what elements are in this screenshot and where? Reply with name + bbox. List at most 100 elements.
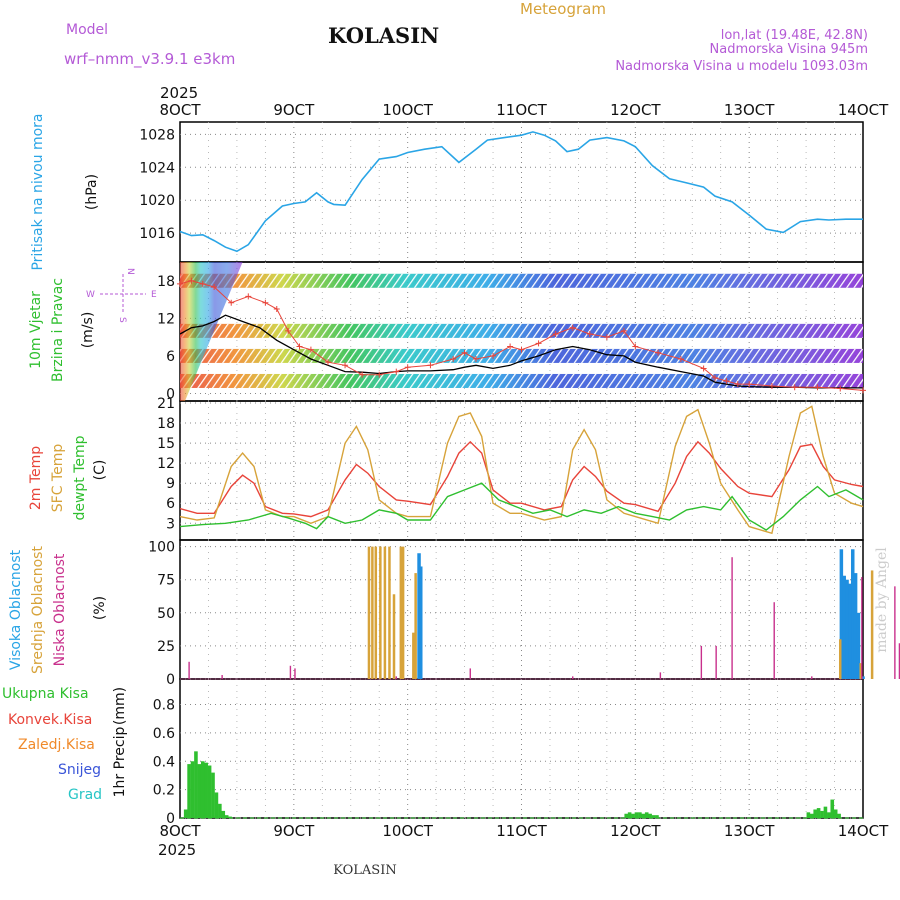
compass-n: N: [125, 268, 135, 275]
precip-bar: [823, 806, 828, 818]
high-cloud-bar: [853, 573, 858, 679]
y-tick-label: 1016: [139, 226, 175, 242]
mid-cloud-bar: [367, 546, 371, 679]
cloud-unit: (%): [92, 596, 108, 620]
precip-bar: [627, 812, 632, 818]
precip-bar: [624, 813, 629, 818]
low-cloud-bar: [731, 557, 733, 679]
wind-gust-marker: [677, 356, 684, 363]
wind-gust-marker: [199, 280, 206, 287]
precip-bar: [197, 764, 202, 818]
low-cloud-bar: [861, 577, 863, 679]
high-cloud-bar: [861, 676, 865, 679]
legend-total-rain: Ukupna Kisa: [2, 686, 89, 702]
bottom-tick-label: 10OCT: [382, 822, 433, 840]
y-tick-label: 50: [157, 606, 175, 622]
bottom-tick-label: 11OCT: [496, 822, 547, 840]
bottom-tick-label: 14OCT: [838, 822, 889, 840]
low-cloud-bar: [773, 602, 775, 679]
cloud-ylabel-low: Niska Oblacnost: [52, 553, 68, 666]
precip-bar: [809, 813, 814, 818]
mid-cloud-bar: [401, 546, 405, 679]
low-cloud-bar: [469, 668, 471, 679]
precip-bar: [820, 810, 824, 818]
cloud-ylabel-high: Visoka Oblacnost: [8, 549, 24, 670]
watermark: made by Angel: [874, 547, 890, 653]
high-cloud-bar: [419, 566, 423, 679]
pressure-ylabel: Pritisak na nivou mora: [30, 113, 46, 270]
legend-snow: Snijeg: [58, 762, 101, 778]
precip-bar: [827, 812, 831, 818]
wind-barb-hatch: [180, 323, 863, 338]
wind-gust-marker: [211, 284, 218, 291]
precip-bar: [638, 812, 642, 818]
wind-gust-marker: [586, 331, 593, 338]
precip-bar: [211, 772, 215, 818]
y-tick-label: 0.2: [153, 783, 175, 799]
top-tick-label: 10OCT: [382, 101, 433, 119]
precip-unit: (mm): [112, 687, 128, 725]
precip-bar: [224, 815, 229, 818]
elevation-label: Nadmorska Visina 945m: [710, 42, 869, 57]
wind-gust-marker: [837, 385, 844, 392]
temp-2m-line: [179, 440, 864, 518]
wind-gust-marker: [245, 293, 252, 300]
low-cloud-bar: [659, 672, 662, 679]
top-year: 2025: [160, 84, 198, 102]
wind-barb-hatch: [180, 373, 863, 388]
high-cloud-bar: [851, 549, 855, 679]
bottom-tick-label: 8OCT: [160, 822, 202, 840]
wind-gust-marker: [404, 364, 411, 371]
wind-gust-marker: [450, 356, 457, 363]
pressure-unit: (hPa): [84, 174, 100, 210]
y-tick-label: 0: [166, 386, 175, 402]
low-cloud-bar: [221, 675, 223, 679]
top-tick-label: 9OCT: [273, 101, 315, 119]
mid-cloud-bar: [392, 594, 396, 679]
high-cloud-bar: [842, 575, 846, 679]
y-tick-label: 6: [166, 496, 175, 512]
precip-bar: [183, 809, 188, 818]
pressure-line: [179, 131, 863, 253]
wind-gust-marker: [427, 362, 434, 369]
wind-gust-marker: [376, 371, 383, 378]
wind-gust-marker: [393, 368, 400, 375]
precip-bar: [204, 762, 208, 818]
wind-compass: N W E S: [86, 268, 157, 323]
precip-bar: [651, 815, 656, 818]
mid-cloud-bar: [383, 546, 387, 679]
compass-w: W: [86, 290, 95, 300]
temp-ylabel-dewpt: dewpt Temp: [72, 435, 88, 520]
mid-cloud-bar: [859, 663, 862, 679]
precip-bar: [631, 813, 635, 818]
y-tick-label: 3: [166, 516, 175, 532]
wind-gust-marker: [518, 346, 525, 353]
legend-freezing-rain: Zaledj.Kisa: [18, 737, 95, 753]
y-tick-label: 9: [166, 476, 175, 492]
y-tick-label: 0: [166, 672, 175, 688]
model-label: Model: [66, 22, 108, 38]
y-tick-label: 15: [157, 436, 175, 452]
wind-gust-marker: [632, 343, 639, 350]
y-tick-label: 100: [148, 540, 175, 556]
wind-gust-marker: [535, 340, 542, 347]
mid-cloud-bar: [379, 546, 382, 679]
compass-s: S: [117, 317, 127, 323]
high-cloud-bar: [848, 583, 852, 679]
precip-bar: [641, 813, 646, 818]
precip-bar: [221, 810, 226, 818]
wind-barb-hatch: [180, 273, 863, 288]
grid-lines: [180, 122, 863, 819]
precip-bar: [218, 803, 222, 818]
top-tick-label: 14OCT: [838, 101, 889, 119]
precip-bar: [634, 812, 639, 818]
precip-ylabel: 1hr Precip: [112, 727, 128, 798]
model-name: wrf–nmm_v3.9.1 e3km: [64, 50, 235, 69]
low-cloud-bar: [395, 676, 397, 679]
model-elevation-label: Nadmorska Visina u modelu 1093.03m: [615, 59, 868, 74]
y-tick-label: 18: [157, 416, 175, 432]
precip-bar: [200, 761, 205, 818]
high-cloud-bar: [839, 549, 844, 679]
y-tick-label: 25: [157, 639, 175, 655]
